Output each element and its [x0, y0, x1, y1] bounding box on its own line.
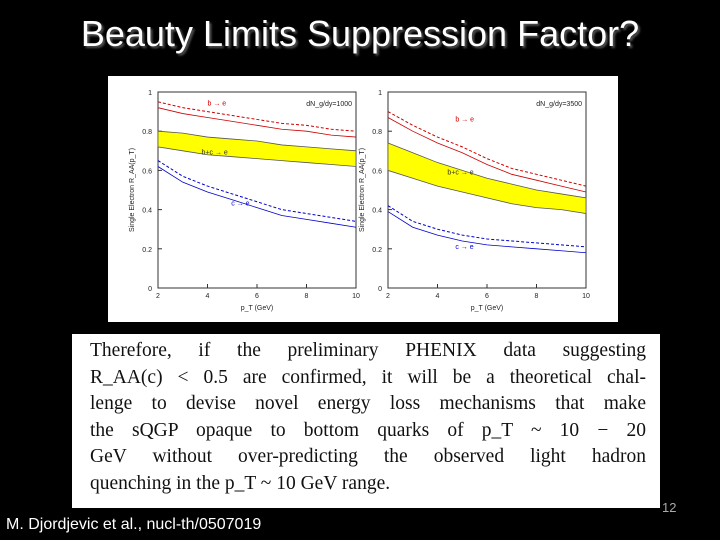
x-tick-label: 6 — [485, 293, 489, 300]
x-tick-label: 2 — [156, 293, 160, 300]
y-tick-label: 0.2 — [372, 247, 382, 254]
series-line — [387, 117, 587, 193]
quote-line: quenching in the p_T ~ 10 GeV range. — [90, 472, 391, 494]
series-line — [157, 107, 357, 138]
series-line — [157, 101, 357, 132]
x-tick-label: 6 — [255, 293, 259, 300]
series-label: b+c → e — [202, 150, 228, 157]
series-label: c → e — [231, 201, 249, 208]
x-tick-label: 4 — [206, 293, 210, 300]
y-tick-label: 0.4 — [372, 208, 382, 215]
x-tick-label: 8 — [305, 293, 309, 300]
chart-figure: 2 4 6 8 10 0 0.2 0.4 0.6 0.8 1 p_T (GeV) Single Elec… — [108, 76, 618, 322]
series-band — [157, 130, 357, 167]
chart-svg: 2 4 6 8 1000.20.40.60.81p_T (GeV)Single Elec… — [129, 90, 590, 312]
quote-line: the sQGP opaque to bottom quarks of p_T … — [90, 419, 646, 441]
y-axis-label: Single Electron R_AA(p_T) — [129, 148, 136, 232]
series-line — [387, 205, 587, 248]
y-tick-label: 0 — [148, 286, 152, 293]
series-line — [387, 211, 587, 254]
y-tick-label: 1 — [378, 90, 382, 97]
series-line — [387, 111, 587, 187]
series-label: b+c → e — [447, 169, 473, 176]
series-label: c → e — [455, 244, 473, 251]
x-tick-label: 8 — [535, 293, 539, 300]
y-tick-label: 0.8 — [142, 129, 152, 136]
x-axis-label: p_T (GeV) — [241, 305, 274, 312]
y-tick-label: 0.6 — [142, 168, 152, 175]
series-line — [157, 166, 357, 228]
quote-box: Therefore, if the preliminary PHENIX dat… — [72, 334, 660, 508]
series-line — [157, 160, 357, 222]
series-label: b → e — [208, 101, 227, 108]
quote-line: GeV without over-predicting the observed… — [90, 446, 646, 467]
slide-title: Beauty Limits Suppression Factor? — [80, 13, 640, 54]
x-axis-label: p_T (GeV) — [471, 305, 504, 312]
x-tick-label: 10 — [582, 293, 590, 300]
chart-annotation: dN_g/dy=3500 — [536, 101, 582, 108]
citation: M. Djordjevic et al., nucl-th/0507019 — [6, 516, 262, 533]
x-tick-label: 2 — [386, 293, 390, 300]
y-tick-label: 0.8 — [372, 129, 382, 136]
slide-number: 12 — [662, 500, 677, 515]
quote-line: Therefore, if the preliminary PHENIX dat… — [90, 340, 646, 361]
y-tick-label: 0 — [378, 286, 382, 293]
series-label: b → e — [455, 116, 474, 123]
y-tick-label: 0.2 — [142, 247, 152, 254]
plot-frame — [157, 91, 357, 289]
y-tick-label: 0.6 — [372, 168, 382, 175]
quote-line: R_AA(c) < 0.5 are confirmed, it will be … — [90, 366, 646, 388]
quote-line: lenge to devise novel energy loss mechan… — [90, 393, 646, 414]
x-tick-label: 10 — [352, 293, 360, 300]
y-axis-label: Single Electron R_AA(p_T) — [359, 148, 366, 232]
series-band — [387, 142, 587, 214]
chart-annotation: dN_g/dy=1000 — [306, 101, 352, 108]
y-tick-label: 0.4 — [142, 208, 152, 215]
y-tick-label: 1 — [148, 90, 152, 97]
x-tick-label: 4 — [436, 293, 440, 300]
